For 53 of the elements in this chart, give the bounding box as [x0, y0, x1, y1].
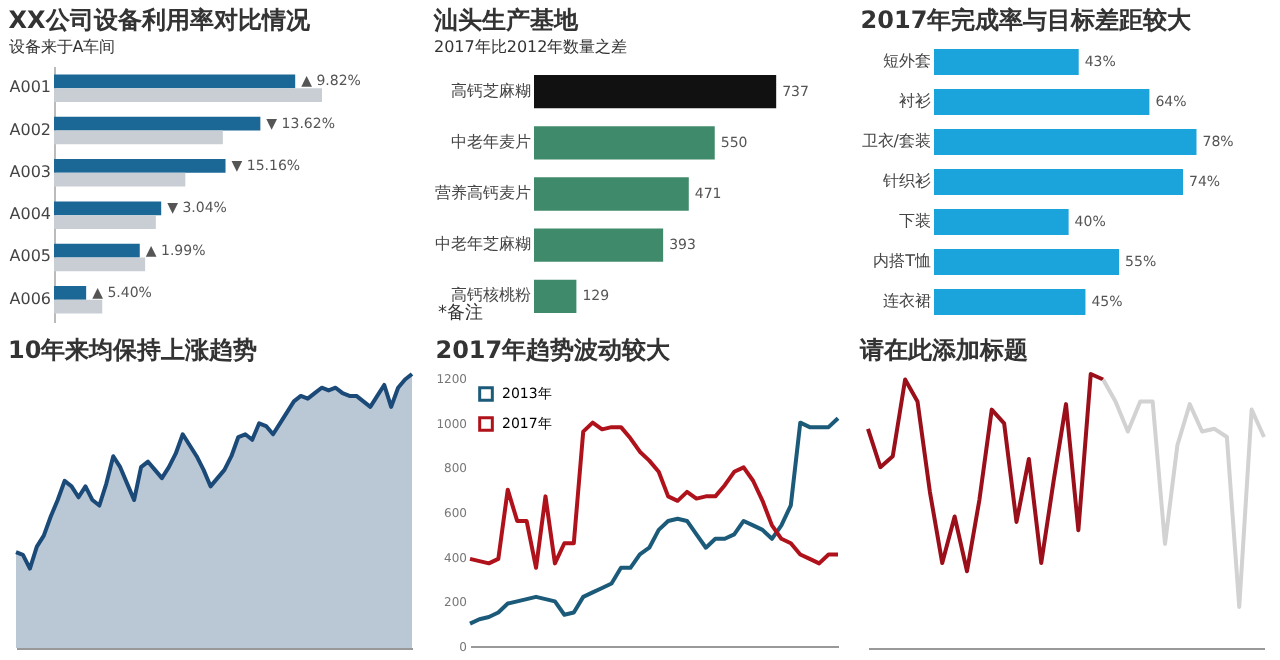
bar	[54, 88, 322, 102]
bar	[54, 172, 186, 187]
bar	[534, 74, 777, 109]
chart-title: 2017年完成率与目标差距较大	[860, 6, 1194, 34]
bar	[534, 228, 664, 262]
chart-title: 请在此添加标题	[858, 336, 1028, 364]
y-tick-label: A002	[9, 120, 51, 139]
bar	[534, 126, 715, 160]
y-tick-label: 高钙芝麻糊	[451, 81, 531, 100]
bar	[54, 74, 296, 89]
bar	[54, 286, 87, 300]
bar	[54, 257, 146, 272]
y-tick-label: 中老年麦片	[451, 132, 531, 151]
bar	[54, 130, 223, 145]
y-tick-label: 连衣裙	[883, 292, 931, 310]
bar	[534, 279, 577, 314]
bar	[534, 177, 689, 211]
y-tick-label: 下装	[899, 212, 931, 230]
bar	[934, 289, 1086, 315]
line-series	[468, 420, 840, 570]
y-tick-label: 卫衣/套装	[861, 132, 931, 150]
bar	[54, 299, 103, 314]
chart-title: 10年来均保持上涨趋势	[8, 336, 258, 364]
y-tick-label: A004	[9, 205, 51, 224]
chart-subtitle: 设备来于A车间	[8, 38, 116, 56]
y-tick-label: 内搭T恤	[873, 252, 931, 270]
chart-title: XX公司设备利用率对比情况	[8, 6, 312, 34]
chart-title: 汕头生产基地	[432, 6, 580, 34]
line-series	[468, 416, 840, 626]
y-tick-label: 中老年芝麻糊	[435, 235, 531, 254]
y-tick-label: 高钙核桃粉	[451, 286, 531, 305]
chart-subtitle: 2017年比2012年数量之差	[434, 38, 628, 56]
bar	[934, 249, 1120, 275]
bar	[934, 169, 1184, 195]
chart-title: 2017年趋势波动较大	[435, 336, 673, 364]
bar	[934, 49, 1079, 75]
bar	[54, 116, 261, 131]
bar	[934, 129, 1197, 155]
y-tick-label: 衬衫	[899, 92, 931, 110]
bar	[54, 201, 162, 216]
bar	[934, 89, 1150, 115]
y-tick-label: 营养高钙麦片	[435, 184, 531, 202]
y-tick-label: A005	[9, 247, 51, 266]
bar	[934, 209, 1069, 235]
y-tick-label: A003	[9, 162, 51, 181]
y-tick-label: A006	[9, 289, 51, 308]
bar	[54, 215, 156, 229]
bar	[54, 243, 140, 258]
y-tick-label: 短外套	[883, 52, 931, 70]
bar	[54, 159, 226, 173]
y-tick-label: A001	[9, 78, 51, 97]
y-tick-label: 针织衫	[881, 172, 931, 190]
text: *备注	[438, 303, 483, 326]
